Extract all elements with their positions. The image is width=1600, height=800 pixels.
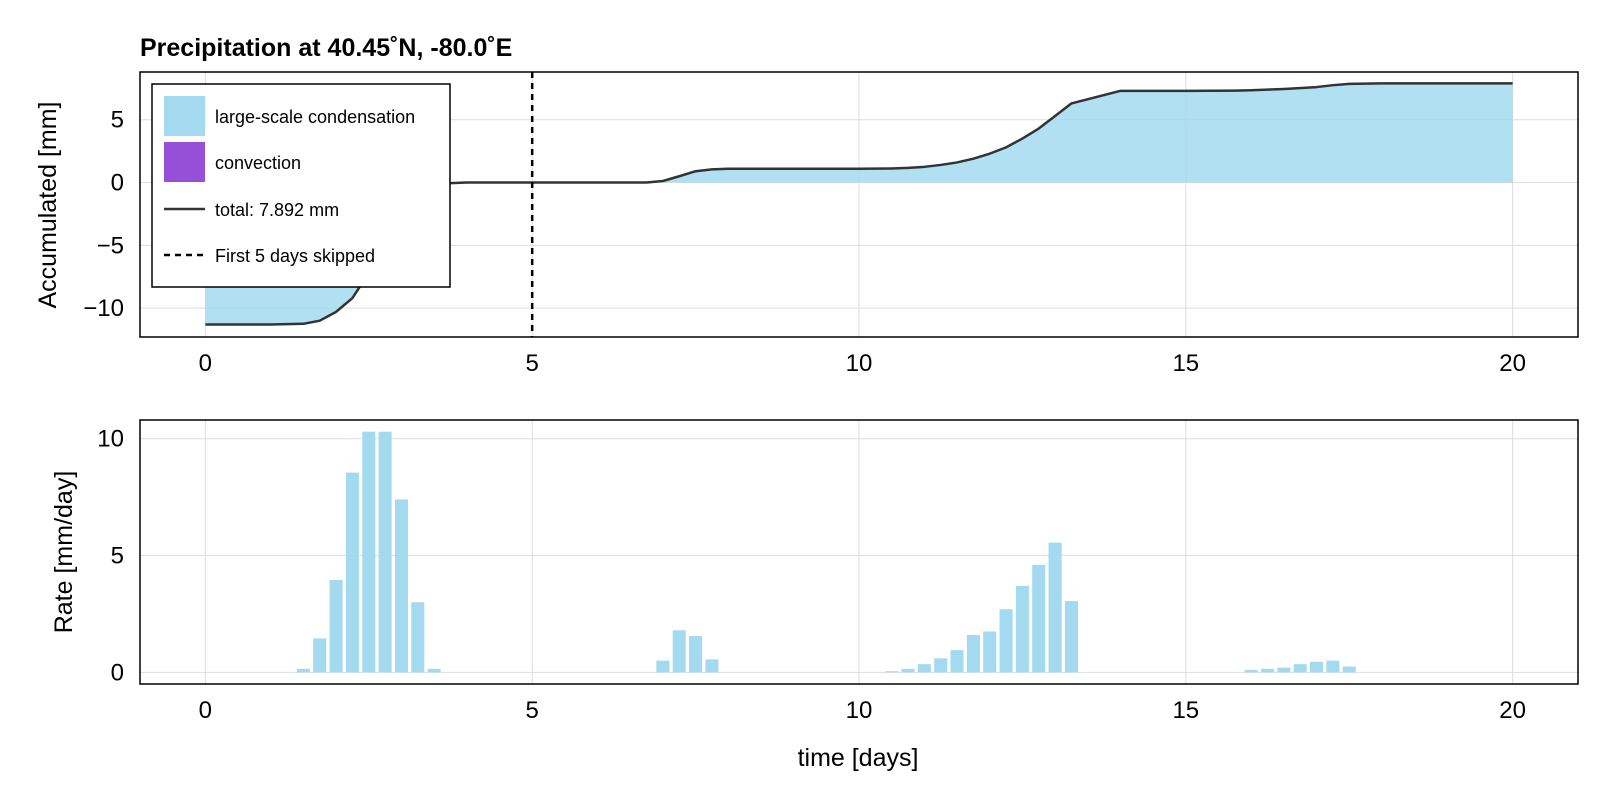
x-tick-label: 5 — [526, 697, 539, 724]
x-tick-label: 20 — [1499, 350, 1526, 377]
bottom-axes-frame — [139, 419, 1579, 685]
rate-bar — [934, 658, 948, 673]
legend-label-large-scale: large-scale condensation — [215, 107, 415, 127]
rate-bar — [378, 431, 392, 673]
rate-bar — [1260, 668, 1275, 673]
rate-bar — [917, 664, 931, 673]
rate-bar — [362, 431, 376, 673]
x-tick-label: 15 — [1172, 350, 1199, 377]
rate-bar — [885, 671, 899, 673]
top-y-axis-label: Accumulated [mm] — [34, 101, 62, 308]
rate-bars — [296, 431, 1356, 673]
rate-bar — [983, 631, 997, 673]
y-tick-label: −10 — [83, 295, 124, 322]
y-tick-label: 0 — [111, 659, 124, 686]
bottom-y-tick-labels: 0 5 10 — [97, 426, 124, 687]
rate-bar — [1064, 601, 1078, 673]
rate-bar — [966, 634, 980, 673]
rate-bar — [1293, 664, 1307, 673]
rate-bar — [999, 609, 1013, 673]
legend-swatch-convection — [164, 142, 205, 182]
rate-bar — [1326, 660, 1340, 673]
x-tick-label: 20 — [1499, 697, 1526, 724]
y-tick-label: −5 — [97, 232, 124, 259]
rate-bar — [1244, 669, 1258, 673]
legend: large-scale condensation convection tota… — [151, 83, 451, 288]
rate-bar — [689, 636, 703, 673]
x-tick-label: 10 — [846, 350, 873, 377]
rate-bar — [329, 580, 343, 673]
top-x-tick-labels: 0 5 10 15 20 — [199, 350, 1526, 377]
rate-bar — [1277, 667, 1291, 673]
x-tick-label: 5 — [526, 350, 539, 377]
legend-swatch-large-scale — [164, 96, 205, 136]
x-tick-label: 0 — [199, 697, 212, 724]
rate-bar — [950, 650, 964, 673]
y-tick-label: 10 — [97, 426, 124, 453]
rate-bar — [1048, 542, 1062, 673]
rate-bar — [296, 668, 310, 673]
rate-bar — [394, 499, 408, 673]
large-scale-area — [205, 83, 1513, 325]
bottom-x-tick-labels: 0 5 10 15 20 — [199, 697, 1526, 724]
rate-bar — [901, 668, 915, 673]
y-tick-label: 0 — [111, 170, 124, 197]
accumulated-panel: Precipitation at 40.45˚N, -80.0˚E 0 5 10 15… — [34, 34, 1579, 377]
rate-bar — [427, 668, 441, 673]
x-tick-label: 15 — [1172, 697, 1199, 724]
rate-bar — [1310, 661, 1324, 673]
large-scale-fill — [205, 83, 1513, 325]
y-tick-label: 5 — [111, 107, 124, 134]
legend-label-skip: First 5 days skipped — [215, 246, 375, 266]
x-axis-label: time [days] — [798, 744, 919, 772]
y-tick-label: 5 — [111, 543, 124, 570]
rate-bar — [1342, 666, 1356, 673]
legend-label-total: total: 7.892 mm — [215, 200, 339, 220]
legend-label-convection: convection — [215, 153, 301, 173]
rate-bar — [1032, 564, 1046, 673]
rate-bar — [1015, 585, 1029, 673]
rate-bar — [345, 472, 359, 673]
top-y-tick-labels: 5 0 −5 −10 — [83, 107, 124, 322]
rate-bar — [705, 659, 719, 673]
rate-bar — [656, 660, 670, 673]
rate-bar — [411, 602, 425, 673]
x-tick-label: 0 — [199, 350, 212, 377]
top-axes-frame — [139, 71, 1579, 338]
rate-bar — [313, 638, 327, 673]
chart-title: Precipitation at 40.45˚N, -80.0˚E — [140, 34, 512, 62]
rate-panel: 0 5 10 15 20 0 5 10 Rate [mm/day] time [days] — [50, 419, 1579, 772]
x-tick-label: 10 — [846, 697, 873, 724]
rate-bar — [672, 630, 686, 673]
bottom-y-axis-label: Rate [mm/day] — [50, 471, 78, 634]
